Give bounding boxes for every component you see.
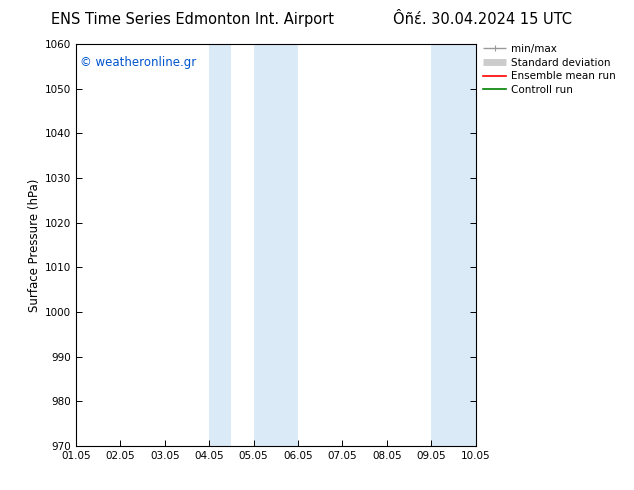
- Text: Ôñέ. 30.04.2024 15 UTC: Ôñέ. 30.04.2024 15 UTC: [393, 12, 572, 27]
- Bar: [254, 44, 298, 446]
- Bar: [431, 44, 453, 446]
- Bar: [209, 44, 231, 446]
- Text: © weatheronline.gr: © weatheronline.gr: [80, 56, 197, 69]
- Legend: min/max, Standard deviation, Ensemble mean run, Controll run: min/max, Standard deviation, Ensemble me…: [484, 44, 616, 95]
- Y-axis label: Surface Pressure (hPa): Surface Pressure (hPa): [28, 178, 41, 312]
- Bar: [453, 44, 476, 446]
- Text: ENS Time Series Edmonton Int. Airport: ENS Time Series Edmonton Int. Airport: [51, 12, 333, 27]
